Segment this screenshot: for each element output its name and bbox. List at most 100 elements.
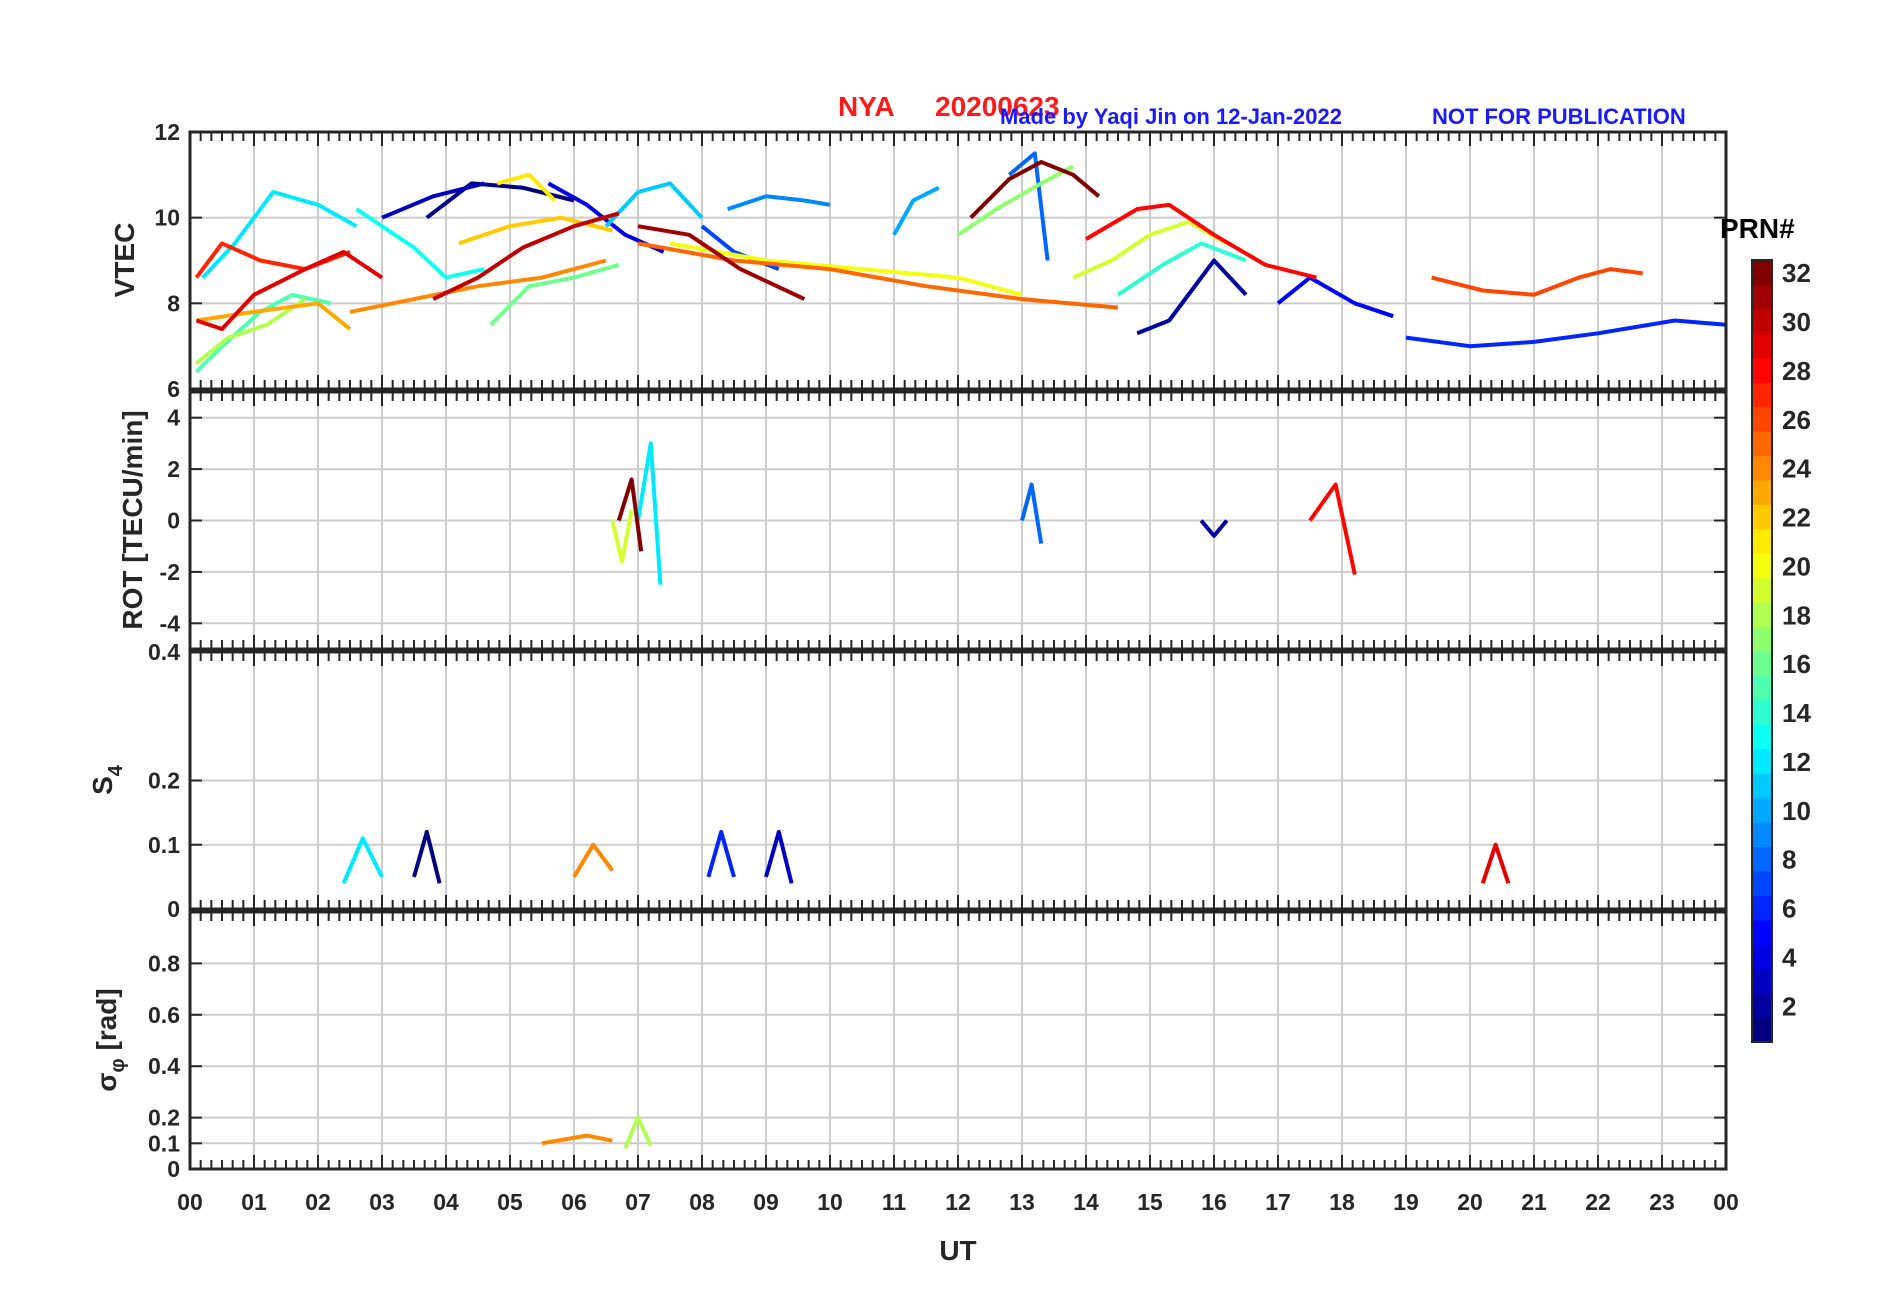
- rot-frame: [188, 390, 1728, 651]
- credit-note: Made by Yaqi Jin on 12-Jan-2022: [1000, 104, 1342, 129]
- x-tick-label: 10: [817, 1189, 843, 1215]
- colorbar-stripe-7: [1752, 870, 1772, 896]
- colorbar-stripe-32: [1752, 260, 1772, 285]
- colorbar-stripe-19: [1752, 577, 1772, 603]
- s4-frame: [188, 650, 1728, 911]
- colorbar-stripe-30: [1752, 308, 1772, 334]
- colorbar-stripe-24: [1752, 455, 1772, 481]
- colorbar-tick-label: 4: [1782, 942, 1797, 972]
- trace-prn-12: [341, 836, 384, 885]
- vtec-panel: 6 8 10 12 VTEC: [109, 119, 1728, 402]
- colorbar-tick-label: 22: [1782, 503, 1811, 533]
- colorbar-stripe-31: [1752, 284, 1772, 310]
- trace-prn-28: [1084, 202, 1317, 280]
- sigma-axis-label-unit: [rad]: [91, 988, 122, 1058]
- colorbar-stripe-15: [1752, 675, 1772, 701]
- colorbar-tick-label: 28: [1782, 356, 1811, 386]
- colorbar-tick-label: 14: [1782, 698, 1811, 728]
- x-tick-label: 20: [1457, 1189, 1483, 1215]
- colorbar-frame: [1751, 259, 1773, 1043]
- trace-prn-31: [637, 224, 806, 301]
- colorbar-tick-label: 30: [1782, 307, 1811, 337]
- colorbar-stripe-26: [1752, 406, 1772, 432]
- colorbar-stripe-18: [1752, 602, 1772, 628]
- trace-prn-18: [195, 297, 307, 365]
- trace-prn-14: [1116, 241, 1247, 297]
- trace-prn-1: [425, 181, 575, 220]
- y-tick-label: 2: [167, 456, 180, 482]
- y-tick-label: 0.1: [148, 832, 180, 858]
- y-tick-label: 0.4: [148, 639, 180, 665]
- y-tick-label: 10: [154, 205, 180, 231]
- x-tick-label: 22: [1585, 1189, 1611, 1215]
- colorbar-stripe-22: [1752, 504, 1772, 530]
- trace-prn-11: [604, 181, 704, 228]
- trace-prn-10: [892, 185, 940, 236]
- s4-panel: 0 0.1 0.2 0.4 S4: [87, 639, 1728, 922]
- colorbar-stripe-5: [1752, 919, 1772, 945]
- colorbar-tick-label: 26: [1782, 405, 1811, 435]
- x-tick-label: 13: [1009, 1189, 1035, 1215]
- trace-prn-24: [541, 1133, 613, 1146]
- x-tick-label: 14: [1073, 1189, 1099, 1215]
- trace-prn-13: [355, 207, 485, 280]
- rot-axis-label: ROT [TECU/min]: [117, 410, 148, 629]
- trace-prn-2: [1136, 258, 1248, 336]
- trace-prn-24: [572, 842, 615, 878]
- sigma-axis-label: σφ [rad]: [91, 988, 129, 1091]
- x-tick-labels: 00 01 02 03 04 05 06 07 08 09 10 11 12 13 14 15 16 17 18 19…: [177, 1189, 1739, 1215]
- trace-prn-12: [636, 441, 663, 585]
- station-title: NYA: [838, 91, 895, 122]
- y-tick-label: 0: [167, 508, 180, 534]
- trace-prn-29: [1480, 842, 1511, 884]
- colorbar-tick-label: 10: [1782, 796, 1811, 826]
- trace-prn-16: [489, 262, 620, 327]
- colorbar-stripe-8: [1752, 846, 1772, 872]
- colorbar-stripe-25: [1752, 431, 1772, 457]
- s4-axis-label-sub: 4: [105, 764, 127, 776]
- x-tick-label: 15: [1137, 1189, 1163, 1215]
- x-tick-label: 06: [561, 1189, 587, 1215]
- colorbar-tick-label: 24: [1782, 454, 1811, 484]
- sigma-axis-label-sub: φ: [107, 1058, 129, 1072]
- x-tick-label: 11: [882, 1189, 907, 1215]
- y-tick-label: 0: [167, 1156, 180, 1182]
- colorbar-stripe-28: [1752, 357, 1772, 383]
- y-tick-label: 0.4: [148, 1053, 180, 1079]
- x-tick-label: 21: [1521, 1189, 1547, 1215]
- colorbar-tick-label: 8: [1782, 845, 1796, 875]
- y-tick-label: 8: [167, 290, 180, 316]
- colorbar-stripe-12: [1752, 748, 1772, 774]
- trace-prn-15: [194, 292, 332, 374]
- trace-prn-25: [637, 241, 1119, 310]
- trace-prn-26: [1431, 267, 1644, 297]
- y-tick-label: 0.2: [148, 768, 180, 794]
- trace-prn-21: [496, 172, 557, 202]
- colorbar-stripe-14: [1752, 699, 1772, 725]
- x-tick-label: 17: [1265, 1189, 1291, 1215]
- y-tick-label: 0: [167, 896, 180, 922]
- colorbar-stripe-13: [1752, 724, 1772, 750]
- s4-axis-label: S4: [87, 764, 127, 795]
- x-tick-label: 08: [689, 1189, 715, 1215]
- x-tick-label: 04: [433, 1189, 459, 1215]
- rot-panel: -4 -2 0 2 4 ROT [TECU/min]: [117, 390, 1728, 651]
- trace-prn-19: [610, 509, 634, 564]
- vtec-axis-label: VTEC: [109, 223, 140, 298]
- trace-prn-3: [381, 181, 485, 220]
- colorbar-tick-label: 32: [1782, 258, 1811, 288]
- colorbar-stripe-9: [1752, 822, 1772, 848]
- colorbar-stripe-4: [1752, 944, 1772, 970]
- s4-grid: [190, 652, 1726, 909]
- rot-grid: [190, 392, 1726, 649]
- y-tick-label: -4: [160, 610, 181, 636]
- x-tick-label: 00: [177, 1189, 203, 1215]
- y-tick-label: 0.8: [148, 950, 180, 976]
- trace-prn-18: [623, 1115, 653, 1150]
- trace-prn-32: [616, 477, 644, 552]
- y-tick-label: 4: [167, 405, 180, 431]
- y-tick-label: 6: [167, 376, 180, 402]
- trace-prn-5: [1276, 275, 1394, 319]
- colorbar-stripe-1: [1752, 1017, 1772, 1043]
